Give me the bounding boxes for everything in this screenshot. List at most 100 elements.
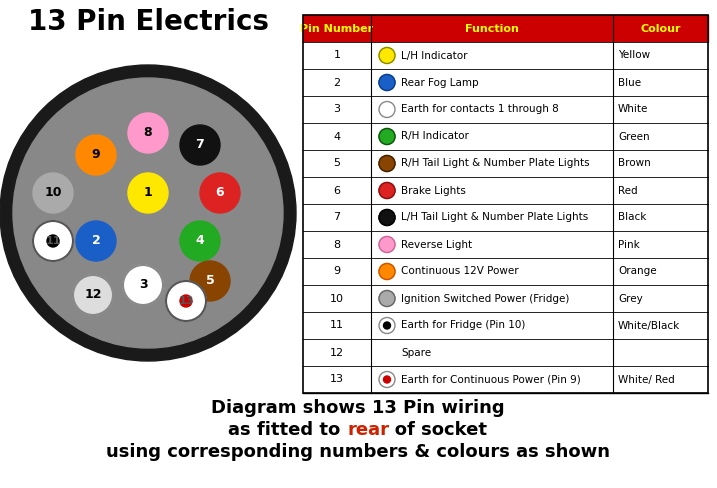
Text: 4: 4 xyxy=(333,131,341,142)
Text: White: White xyxy=(618,104,648,115)
Text: Diagram shows 13 Pin wiring: Diagram shows 13 Pin wiring xyxy=(212,399,505,417)
Text: Blue: Blue xyxy=(618,78,641,87)
Text: L/H Indicator: L/H Indicator xyxy=(401,50,467,61)
Text: as fitted to rear of socket: as fitted to rear of socket xyxy=(229,421,488,439)
Text: 3: 3 xyxy=(138,279,147,291)
Text: Brake Lights: Brake Lights xyxy=(401,185,466,196)
Text: 4: 4 xyxy=(196,235,204,247)
Circle shape xyxy=(13,78,283,348)
Text: Earth for Continuous Power (Pin 9): Earth for Continuous Power (Pin 9) xyxy=(401,374,581,385)
Text: Pink: Pink xyxy=(618,240,640,249)
Circle shape xyxy=(379,237,395,252)
Text: Reverse Light: Reverse Light xyxy=(401,240,472,249)
Bar xyxy=(303,258,708,285)
Circle shape xyxy=(190,261,230,301)
Bar xyxy=(303,312,708,339)
Circle shape xyxy=(379,47,395,63)
Circle shape xyxy=(128,173,168,213)
Bar xyxy=(303,177,708,204)
Circle shape xyxy=(180,125,220,165)
Text: 12: 12 xyxy=(85,288,102,302)
Text: rear: rear xyxy=(348,421,390,439)
Text: Red: Red xyxy=(618,185,637,196)
Text: 11: 11 xyxy=(330,321,344,330)
Text: R/H Tail Light & Number Plate Lights: R/H Tail Light & Number Plate Lights xyxy=(401,159,589,168)
Text: Rear Fog Lamp: Rear Fog Lamp xyxy=(401,78,479,87)
Circle shape xyxy=(379,75,395,90)
Circle shape xyxy=(0,65,296,361)
Text: 10: 10 xyxy=(330,293,344,304)
Text: 1: 1 xyxy=(143,186,153,200)
Circle shape xyxy=(379,183,395,199)
Text: Spare: Spare xyxy=(401,347,431,358)
Circle shape xyxy=(123,265,163,305)
Circle shape xyxy=(379,371,395,387)
Text: 6: 6 xyxy=(333,185,341,196)
Circle shape xyxy=(379,290,395,306)
Text: Continuous 12V Power: Continuous 12V Power xyxy=(401,266,518,277)
Text: White/Black: White/Black xyxy=(618,321,680,330)
Circle shape xyxy=(379,209,395,225)
Circle shape xyxy=(379,102,395,118)
Text: R/H Indicator: R/H Indicator xyxy=(401,131,469,142)
Text: White/ Red: White/ Red xyxy=(618,374,675,385)
Text: Ignition Switched Power (Fridge): Ignition Switched Power (Fridge) xyxy=(401,293,569,304)
Text: 3: 3 xyxy=(333,104,341,115)
Circle shape xyxy=(76,221,116,261)
Text: 6: 6 xyxy=(216,186,224,200)
Circle shape xyxy=(379,128,395,144)
Bar xyxy=(303,285,708,312)
Bar xyxy=(303,366,708,393)
Text: Black: Black xyxy=(618,212,646,223)
Bar xyxy=(303,69,708,96)
Circle shape xyxy=(33,173,73,213)
Text: 2: 2 xyxy=(92,235,100,247)
Text: 13: 13 xyxy=(330,374,344,385)
Text: 9: 9 xyxy=(333,266,341,277)
Text: Green: Green xyxy=(618,131,650,142)
Bar xyxy=(303,15,708,42)
Circle shape xyxy=(200,173,240,213)
Text: as fitted to rear of socket: as fitted to rear of socket xyxy=(229,421,488,439)
Text: 12: 12 xyxy=(330,347,344,358)
Circle shape xyxy=(379,156,395,171)
Text: 11: 11 xyxy=(45,236,61,246)
Text: Brown: Brown xyxy=(618,159,651,168)
Bar xyxy=(303,42,708,69)
Text: 13 Pin Electrics: 13 Pin Electrics xyxy=(27,8,268,36)
Circle shape xyxy=(180,221,220,261)
Bar xyxy=(303,150,708,177)
Text: Earth for Fridge (Pin 10): Earth for Fridge (Pin 10) xyxy=(401,321,526,330)
Circle shape xyxy=(379,318,395,333)
Circle shape xyxy=(379,264,395,280)
Text: 8: 8 xyxy=(143,126,152,140)
Text: Yellow: Yellow xyxy=(618,50,650,61)
Circle shape xyxy=(166,281,206,321)
Circle shape xyxy=(128,113,168,153)
Text: 5: 5 xyxy=(333,159,341,168)
Text: 2: 2 xyxy=(333,78,341,87)
Text: Pin Number: Pin Number xyxy=(300,23,374,34)
Circle shape xyxy=(33,221,73,261)
Circle shape xyxy=(47,235,59,247)
Circle shape xyxy=(384,322,391,329)
Text: Grey: Grey xyxy=(618,293,642,304)
Text: L/H Tail Light & Number Plate Lights: L/H Tail Light & Number Plate Lights xyxy=(401,212,588,223)
Text: Colour: Colour xyxy=(640,23,680,34)
Bar xyxy=(303,123,708,150)
Bar xyxy=(303,15,708,393)
Text: 7: 7 xyxy=(333,212,341,223)
Bar xyxy=(303,231,708,258)
Text: 8: 8 xyxy=(333,240,341,249)
Text: 7: 7 xyxy=(196,139,204,151)
Text: using corresponding numbers & colours as shown: using corresponding numbers & colours as… xyxy=(106,443,610,461)
Text: 1: 1 xyxy=(333,50,341,61)
Text: 9: 9 xyxy=(92,148,100,162)
Text: Function: Function xyxy=(465,23,519,34)
Text: 13: 13 xyxy=(179,296,194,306)
Text: 5: 5 xyxy=(206,274,214,287)
Text: Earth for contacts 1 through 8: Earth for contacts 1 through 8 xyxy=(401,104,559,115)
Text: 10: 10 xyxy=(44,186,62,200)
Circle shape xyxy=(76,135,116,175)
Bar xyxy=(303,96,708,123)
